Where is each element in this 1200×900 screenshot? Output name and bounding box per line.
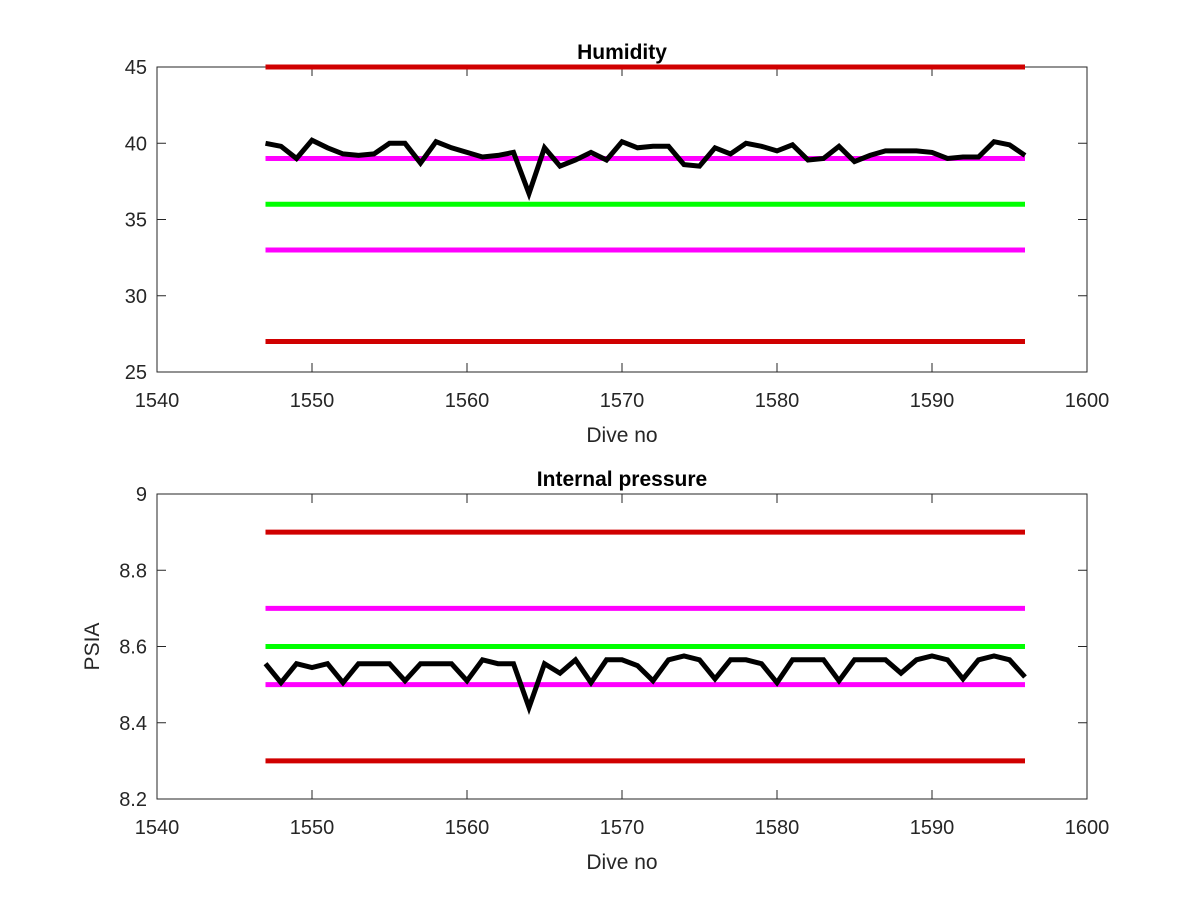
- x-tick-label: 1550: [290, 390, 335, 412]
- y-tick-label: 9: [136, 484, 147, 506]
- y-tick-label: 8.4: [119, 713, 147, 735]
- y-tick-label: 25: [125, 362, 147, 384]
- x-tick-label: 1590: [910, 390, 955, 412]
- x-tick-label: 1600: [1065, 390, 1110, 412]
- internal-pressure-plot: 1540 1550 1560 1570 1580 1590 1600 8.2 8.4 8.6 8.8…: [81, 468, 1109, 874]
- y-tick-label: 8.8: [119, 560, 147, 582]
- y-tick-label: 8.6: [119, 637, 147, 659]
- x-tick-label: 1560: [445, 817, 490, 839]
- x-axis-label: Dive no: [586, 851, 657, 874]
- chart-title: Humidity: [577, 41, 667, 64]
- y-tick-label: 8.2: [119, 789, 147, 811]
- y-tick-label: 45: [125, 57, 147, 79]
- x-tick-label: 1540: [135, 390, 180, 412]
- x-tick-label: 1580: [755, 390, 800, 412]
- y-tick-label: 30: [125, 286, 147, 308]
- x-tick-label: 1590: [910, 817, 955, 839]
- x-tick-label: 1550: [290, 817, 335, 839]
- x-tick-label: 1540: [135, 817, 180, 839]
- x-tick-label: 1570: [600, 817, 645, 839]
- x-tick-label: 1570: [600, 390, 645, 412]
- y-tick-label: 35: [125, 210, 147, 232]
- y-axis-label: PSIA: [81, 623, 104, 671]
- data-series-line: [263, 653, 1027, 715]
- axes-box: [156, 66, 1088, 373]
- x-tick-label: 1600: [1065, 817, 1110, 839]
- data-series-line: [265, 137, 1027, 202]
- humidity-plot: 1540 1550 1560 1570 1580 1590 1600 25 30 35 40 45 Hu…: [125, 41, 1110, 447]
- x-tick-label: 1580: [755, 817, 800, 839]
- y-tick-label: 40: [125, 133, 147, 155]
- x-axis-label: Dive no: [586, 424, 657, 447]
- x-tick-label: 1560: [445, 390, 490, 412]
- chart-title: Internal pressure: [537, 468, 707, 491]
